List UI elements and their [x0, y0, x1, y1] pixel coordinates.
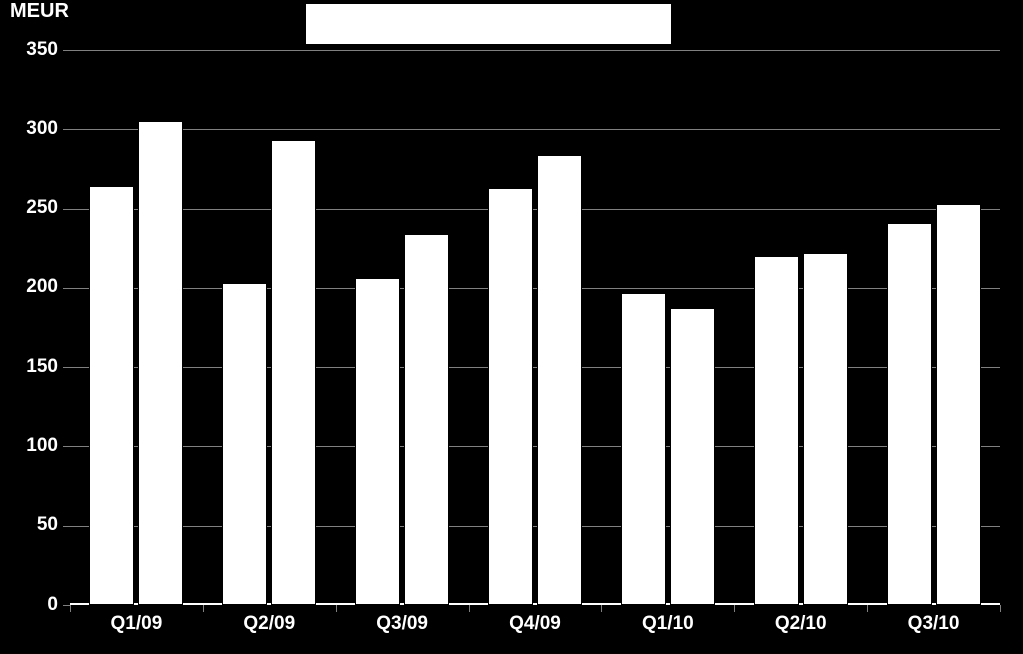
gridline [70, 526, 1000, 527]
x-tick-mark [70, 605, 71, 612]
y-tick-label: 200 [3, 276, 58, 298]
x-tick-mark [1000, 605, 1001, 612]
y-tick-label: 0 [3, 594, 58, 616]
bar-series2 [670, 308, 715, 605]
y-tick-label: 50 [3, 514, 58, 536]
x-axis-line [70, 603, 1000, 605]
x-tick-mark [867, 605, 868, 612]
y-tick-mark [63, 605, 70, 606]
y-tick-mark [63, 367, 70, 368]
y-tick-mark [63, 288, 70, 289]
x-tick-label: Q1/10 [601, 613, 734, 635]
bar-series1 [887, 223, 932, 605]
y-tick-mark [63, 209, 70, 210]
bar-series1 [488, 188, 533, 605]
gridline [70, 129, 1000, 130]
bar-series2 [404, 234, 449, 605]
bar-series1 [355, 278, 400, 605]
x-tick-label: Q3/09 [336, 613, 469, 635]
chart-title-box [305, 3, 672, 45]
chart-container: MEUR 050100150200250300350Q1/09Q2/09Q3/0… [0, 0, 1023, 654]
y-tick-mark [63, 50, 70, 51]
x-tick-mark [469, 605, 470, 612]
x-tick-label: Q3/10 [867, 613, 1000, 635]
gridline [70, 209, 1000, 210]
bar-series2 [537, 155, 582, 605]
x-tick-mark [734, 605, 735, 612]
gridline [70, 288, 1000, 289]
bar-series1 [222, 283, 267, 605]
y-tick-mark [63, 446, 70, 447]
x-tick-label: Q1/09 [70, 613, 203, 635]
y-axis-title: MEUR [10, 0, 69, 23]
y-tick-label: 300 [3, 118, 58, 140]
bar-series2 [271, 140, 316, 605]
bar-series1 [621, 293, 666, 605]
bar-series2 [803, 253, 848, 605]
y-tick-label: 100 [3, 435, 58, 457]
x-tick-mark [601, 605, 602, 612]
gridline [70, 50, 1000, 51]
y-tick-label: 150 [3, 356, 58, 378]
plot-area: 050100150200250300350Q1/09Q2/09Q3/09Q4/0… [70, 50, 1000, 605]
y-tick-label: 250 [3, 197, 58, 219]
bar-series2 [138, 121, 183, 605]
bar-series1 [89, 186, 134, 605]
bar-series1 [754, 256, 799, 605]
y-tick-label: 350 [3, 39, 58, 61]
x-tick-label: Q4/09 [469, 613, 602, 635]
y-tick-mark [63, 526, 70, 527]
x-tick-label: Q2/10 [734, 613, 867, 635]
y-tick-mark [63, 129, 70, 130]
x-tick-label: Q2/09 [203, 613, 336, 635]
x-tick-mark [336, 605, 337, 612]
x-tick-mark [203, 605, 204, 612]
bar-series2 [936, 204, 981, 605]
gridline [70, 367, 1000, 368]
gridline [70, 446, 1000, 447]
